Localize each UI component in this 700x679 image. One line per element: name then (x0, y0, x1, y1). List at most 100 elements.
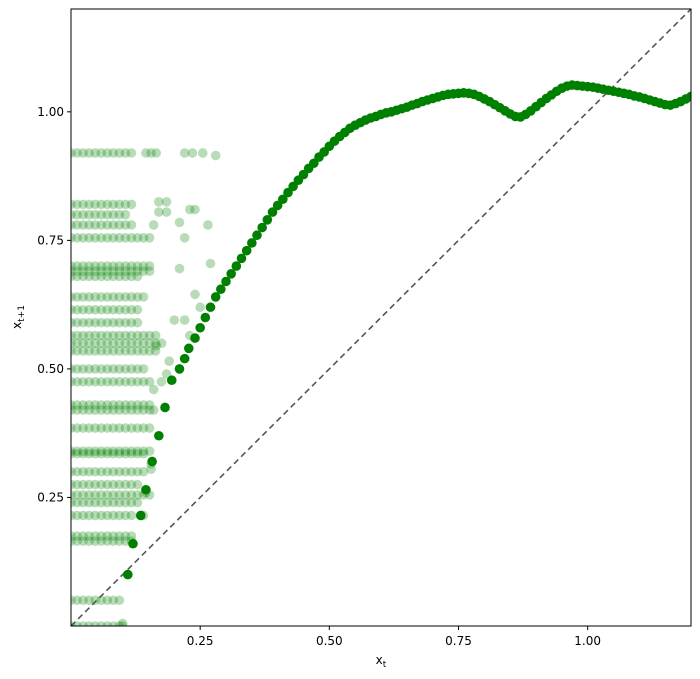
faint-data-point (108, 446, 119, 456)
faint-data-point (120, 292, 131, 302)
faint-data-point (71, 304, 76, 315)
faint-data-point (114, 220, 125, 230)
curve-data-point (221, 276, 231, 287)
faint-data-point (126, 510, 137, 521)
faint-data-point (84, 536, 94, 546)
faint-data-point (114, 317, 125, 328)
faint-data-point (114, 266, 125, 277)
faint-data-point (71, 536, 76, 546)
faint-data-point (148, 405, 159, 415)
faint-data-point (78, 531, 88, 541)
faint-data-point (102, 405, 113, 415)
faint-data-point (114, 338, 125, 349)
faint-data-point (102, 209, 113, 220)
faint-data-point (126, 266, 137, 277)
faint-data-point (108, 261, 119, 271)
faint-data-point (90, 466, 100, 477)
faint-data-point (78, 479, 88, 490)
faint-data-point (72, 423, 82, 433)
faint-data-point (144, 423, 155, 433)
faint-data-point (84, 338, 94, 349)
faint-data-point (71, 466, 76, 477)
faint-data-point (78, 497, 88, 508)
faint-data-point (108, 271, 119, 282)
faint-data-point (120, 490, 131, 500)
faint-data-point (90, 400, 100, 410)
curve-data-point (267, 207, 278, 217)
faint-data-point (78, 304, 88, 315)
faint-data-point (126, 330, 137, 341)
faint-data-point (126, 531, 137, 541)
faint-data-point (90, 233, 100, 243)
x-tick-label: 0.25 (187, 634, 214, 648)
faint-data-point (78, 271, 88, 282)
faint-data-point (96, 199, 107, 210)
faint-data-point (90, 271, 100, 282)
faint-data-point (90, 423, 100, 433)
faint-data-point (114, 621, 125, 626)
faint-data-point (132, 346, 143, 356)
faint-data-point (120, 448, 131, 459)
curve-data-point (210, 292, 221, 302)
faint-data-point (120, 510, 131, 521)
faint-data-point (96, 220, 107, 230)
faint-data-point (71, 266, 76, 277)
faint-data-point (120, 199, 131, 210)
faint-data-point (120, 233, 131, 243)
faint-data-point (71, 330, 76, 341)
curve-data-point (184, 343, 194, 354)
faint-data-point (71, 376, 76, 387)
faint-data-point (72, 405, 82, 415)
faint-data-point (78, 317, 88, 328)
faint-data-point (96, 510, 107, 521)
faint-data-point (102, 338, 113, 349)
faint-data-point (84, 376, 94, 387)
faint-data-point (96, 292, 107, 302)
faint-data-point (90, 266, 100, 277)
faint-data-point (126, 479, 137, 490)
faint-data-point (108, 364, 119, 374)
faint-data-point (72, 346, 82, 356)
faint-data-point (71, 261, 76, 271)
faint-data-point (108, 266, 119, 277)
faint-data-point (126, 405, 137, 415)
faint-data-point (102, 621, 113, 626)
faint-data-point (71, 531, 76, 541)
faint-data-point (120, 346, 131, 356)
faint-data-point (132, 400, 143, 410)
faint-data-point (102, 148, 113, 158)
plot-frame (70, 8, 692, 627)
faint-data-point (84, 209, 94, 220)
faint-data-point (114, 261, 125, 271)
faint-data-point (72, 595, 82, 606)
faint-data-point (96, 271, 107, 282)
faint-data-point (102, 271, 113, 282)
faint-data-point (120, 338, 131, 349)
faint-data-point (102, 531, 113, 541)
faint-data-point (108, 466, 119, 477)
faint-data-point (78, 209, 88, 220)
faint-data-point (144, 400, 155, 410)
faint-data-point (72, 376, 82, 387)
faint-data-point (108, 338, 119, 349)
faint-data-point (78, 261, 88, 271)
faint-data-point (114, 536, 125, 546)
faint-data-point (84, 317, 94, 328)
faint-data-point (78, 536, 88, 546)
faint-data-point (90, 199, 100, 210)
faint-data-point (138, 233, 149, 243)
faint-data-point (108, 423, 119, 433)
faint-data-point (96, 536, 107, 546)
faint-data-point (161, 207, 172, 217)
identity-reference-line (71, 9, 691, 626)
faint-data-point (102, 330, 113, 341)
faint-data-point (84, 400, 94, 410)
faint-data-point (203, 220, 213, 230)
faint-data-point (102, 446, 113, 456)
faint-data-point (90, 148, 100, 158)
faint-data-point (102, 266, 113, 277)
faint-data-point (71, 510, 76, 521)
faint-data-point (138, 376, 149, 387)
faint-data-point (90, 364, 100, 374)
